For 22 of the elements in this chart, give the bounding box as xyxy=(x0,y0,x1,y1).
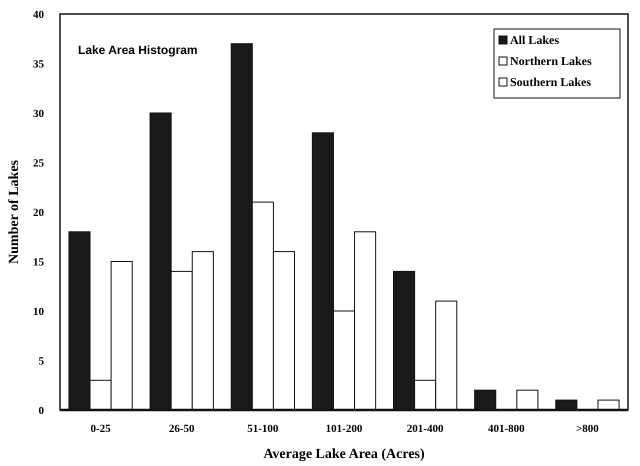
y-tick-label: 30 xyxy=(33,108,44,120)
x-tick-label: 0-25 xyxy=(90,423,112,435)
x-tick-label: 51-100 xyxy=(247,423,279,435)
y-tick-label: 25 xyxy=(33,157,44,170)
y-tick-label: 35 xyxy=(33,58,44,70)
legend-label: Northern Lakes xyxy=(510,54,592,68)
text: Lake Area Histogram xyxy=(78,43,198,57)
y-tick-label: 40 xyxy=(33,8,44,21)
x-tick-label: 26-50 xyxy=(168,423,196,435)
x-axis-title: Average Lake Area (Acres) xyxy=(263,447,425,462)
legend-label: Southern Lakes xyxy=(510,75,592,89)
y-tick-label: 20 xyxy=(33,206,44,219)
x-tick-label: 101-200 xyxy=(326,423,363,435)
x-tick-label: 201-400 xyxy=(406,423,444,435)
y-tick-label: 10 xyxy=(33,306,44,318)
x-tick-label: 401-800 xyxy=(488,423,526,435)
y-tick-label: 0 xyxy=(38,404,44,417)
y-tick-label: 15 xyxy=(33,256,44,268)
x-tick-label: >800 xyxy=(576,423,600,435)
legend-label: All Lakes xyxy=(510,33,560,47)
y-axis-title: Number of Lakes xyxy=(7,159,22,264)
y-tick-label: 5 xyxy=(38,355,44,368)
